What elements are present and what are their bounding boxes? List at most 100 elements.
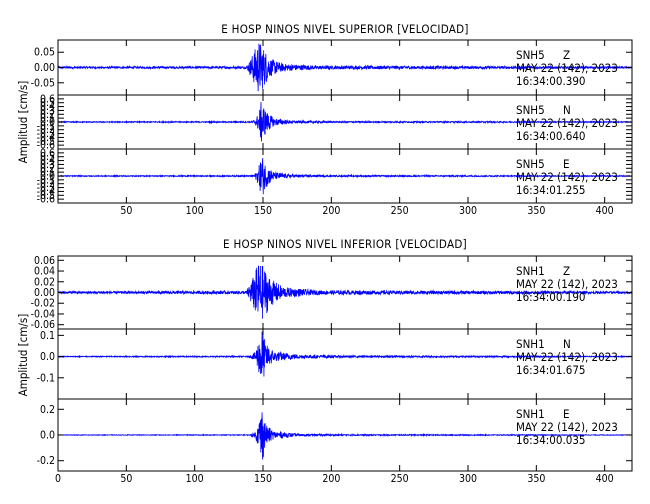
- y-tick-label: 0.1: [40, 330, 55, 342]
- date-label: MAY 22 (142), 2023: [516, 61, 618, 75]
- x-tick-label: 100: [186, 473, 204, 485]
- x-tick-label: 350: [527, 205, 545, 217]
- component-label: E: [563, 157, 570, 171]
- y-tick-label: 0.2: [40, 163, 55, 175]
- y-tick-label: 0.1: [40, 167, 55, 179]
- y-tick-label: 0.06: [34, 255, 55, 267]
- chart-title: E HOSP NINOS NIVEL INFERIOR [VELOCIDAD]: [223, 237, 467, 251]
- waveform-line: [57, 43, 633, 92]
- station-label: SNH1: [516, 337, 545, 351]
- x-tick-label: 250: [391, 205, 409, 217]
- y-tick-label: 0.0: [40, 117, 55, 129]
- chart-title: E HOSP NINOS NIVEL SUPERIOR [VELOCIDAD]: [221, 22, 469, 36]
- y-tick-label: -0.06: [31, 319, 55, 331]
- y-tick-label: 0.1: [40, 113, 55, 125]
- y-tick-label: 0.6: [40, 147, 55, 159]
- y-tick-label: 0.5: [40, 97, 55, 109]
- y-tick-label: 0.2: [40, 109, 55, 121]
- y-tick-label: -0.1: [37, 372, 55, 384]
- y-tick-label: -0.4: [37, 186, 55, 198]
- y-tick-label: 0.3: [40, 159, 55, 171]
- component-label: Z: [563, 264, 570, 278]
- y-axis-label: Amplitud [cm/s]: [16, 314, 30, 397]
- y-tick-label: 0.2: [40, 404, 55, 416]
- station-label: SNH5: [516, 157, 545, 171]
- y-tick-label: -0.04: [31, 308, 55, 320]
- trace-panel-snh5-e: 0.60.50.40.30.20.10.0-0.1-0.2-0.3-0.4-0.…: [37, 147, 633, 206]
- date-label: MAY 22 (142), 2023: [516, 277, 618, 291]
- y-tick-label: -0.5: [37, 190, 55, 202]
- x-tick-label: 50: [120, 205, 132, 217]
- y-tick-label: 0.00: [34, 287, 55, 299]
- y-tick-label: -0.3: [37, 182, 55, 194]
- y-tick-label: -0.4: [37, 132, 55, 144]
- y-tick-label: 0.4: [40, 155, 55, 167]
- station-label: SNH1: [516, 407, 545, 421]
- y-tick-label: 0.6: [40, 93, 55, 105]
- y-axis-label: Amplitud [cm/s]: [16, 81, 30, 164]
- date-label: MAY 22 (142), 2023: [516, 170, 618, 184]
- time-label: 16:34:00.035: [516, 433, 586, 447]
- y-tick-label: -0.1: [37, 174, 55, 186]
- date-label: MAY 22 (142), 2023: [516, 420, 618, 434]
- x-tick-label: 100: [186, 205, 204, 217]
- x-tick-label: 50: [120, 473, 132, 485]
- time-label: 16:34:00.190: [516, 290, 586, 304]
- station-label: SNH5: [516, 103, 545, 117]
- date-label: MAY 22 (142), 2023: [516, 350, 618, 364]
- waveform-line: [57, 412, 633, 460]
- y-tick-label: -0.3: [37, 128, 55, 140]
- component-label: N: [563, 103, 571, 117]
- y-tick-label: -0.1: [37, 120, 55, 132]
- x-tick-label: 250: [391, 473, 409, 485]
- y-tick-label: 0.02: [34, 276, 55, 288]
- y-tick-label: 0.04: [34, 266, 55, 278]
- y-tick-label: -0.2: [37, 124, 55, 136]
- y-tick-label: 0.4: [40, 101, 55, 113]
- waveform-line: [57, 158, 633, 195]
- x-tick-label: 300: [459, 473, 477, 485]
- x-tick-label: 150: [254, 473, 272, 485]
- x-tick-label: 200: [322, 205, 340, 217]
- date-label: MAY 22 (142), 2023: [516, 116, 618, 130]
- y-tick-label: -0.02: [31, 298, 55, 310]
- trace-panel-snh1-z: 0.060.040.020.00-0.02-0.04-0.06 SNH1 ZMAY …: [31, 255, 633, 331]
- waveform-line: [57, 331, 633, 377]
- y-tick-label: 0.00: [34, 62, 55, 74]
- y-tick-label: 0.0: [40, 171, 55, 183]
- time-label: 16:34:01.255: [516, 183, 586, 197]
- x-tick-label: 0: [55, 473, 61, 485]
- time-label: 16:34:01.675: [516, 363, 586, 377]
- y-tick-label: -0.05: [31, 77, 55, 89]
- time-label: 16:34:00.390: [516, 74, 586, 88]
- time-label: 16:34:00.640: [516, 129, 586, 143]
- x-tick-label: 400: [596, 473, 614, 485]
- y-tick-label: 0.0: [40, 430, 55, 442]
- y-tick-label: -0.6: [37, 140, 55, 152]
- component-label: Z: [563, 48, 570, 62]
- x-tick-label: 150: [254, 205, 272, 217]
- y-tick-label: -0.2: [37, 455, 55, 467]
- component-label: E: [563, 407, 570, 421]
- x-tick-label: 200: [322, 473, 340, 485]
- y-tick-label: 0.0: [40, 351, 55, 363]
- y-tick-label: -0.2: [37, 178, 55, 190]
- trace-panel-snh5-n: 0.60.50.40.30.20.10.0-0.1-0.2-0.3-0.4-0.…: [37, 93, 633, 152]
- y-tick-label: 0.05: [34, 47, 55, 59]
- station-label: SNH5: [516, 48, 545, 62]
- x-tick-label: 300: [459, 205, 477, 217]
- station-label: SNH1: [516, 264, 545, 278]
- y-tick-label: -0.6: [37, 194, 55, 206]
- x-tick-label: 350: [527, 473, 545, 485]
- y-tick-label: 0.3: [40, 105, 55, 117]
- x-tick-label: 400: [596, 205, 614, 217]
- component-label: N: [563, 337, 571, 351]
- waveform-line: [57, 101, 633, 142]
- y-tick-label: 0.5: [40, 151, 55, 163]
- waveform-line: [57, 265, 633, 319]
